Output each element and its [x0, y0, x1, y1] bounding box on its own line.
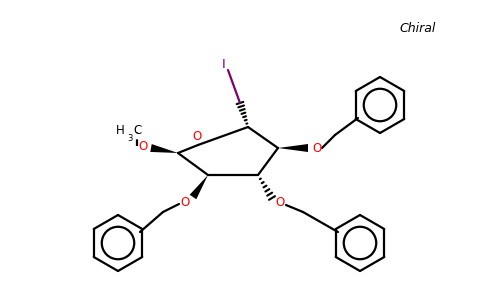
Polygon shape [278, 144, 308, 152]
Text: C: C [133, 124, 141, 137]
Text: O: O [181, 196, 190, 208]
Polygon shape [150, 144, 178, 153]
Text: O: O [192, 130, 202, 143]
Polygon shape [190, 175, 208, 199]
Text: O: O [138, 140, 148, 152]
Text: I: I [222, 58, 226, 70]
Text: H: H [116, 124, 125, 137]
Text: O: O [312, 142, 322, 154]
Text: 3: 3 [127, 134, 133, 143]
Text: O: O [275, 196, 285, 209]
Text: Chiral: Chiral [400, 22, 436, 34]
